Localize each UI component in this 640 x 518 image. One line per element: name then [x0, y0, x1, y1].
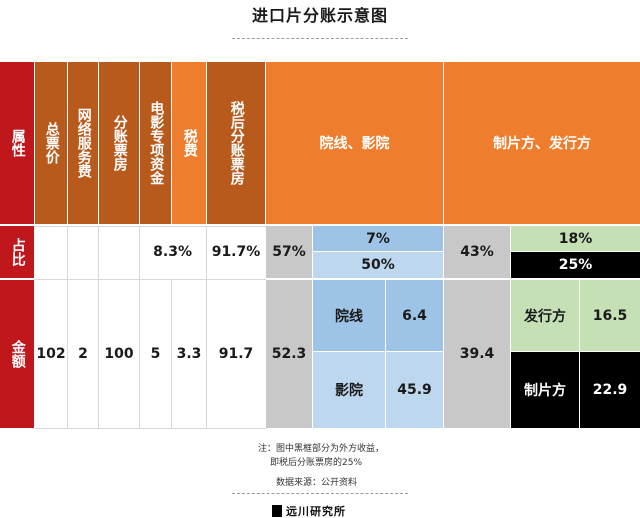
header-network-label: 网络服务费 [75, 108, 92, 178]
share-after-tax: 91.7% [211, 244, 261, 260]
header-split: 分账票房 [99, 62, 139, 224]
title-divider [232, 38, 408, 39]
note-line-1: 注：图中黑框部分为外方收益， [258, 444, 385, 454]
note-line-2: 即税后分账票房的25% [270, 458, 363, 468]
row-label-share-text: 占比 [9, 238, 26, 266]
amount-split: 100 [104, 346, 134, 362]
header-after-tax-label: 税后分账票房 [228, 101, 245, 185]
amount-producer: 39.4 [444, 280, 510, 428]
amount-distributor-value: 16.5 [580, 280, 640, 351]
amount-theater-value: 45.9 [386, 352, 443, 428]
grid-line [34, 279, 266, 280]
brand-logo: 远川研究所 [272, 504, 346, 518]
share-cinema-theater: 50% [313, 252, 443, 278]
row-label-share: 占比 [0, 226, 34, 278]
amount-maker-value: 22.9 [580, 352, 640, 428]
header-after-tax: 税后分账票房 [207, 62, 265, 224]
row-label-amount-text: 金额 [9, 340, 26, 368]
header-network: 网络服务费 [68, 62, 98, 224]
grid-line [139, 226, 140, 428]
amount-fund: 5 [150, 346, 161, 362]
share-cinema-chain: 7% [313, 226, 443, 251]
header-fund-label: 电影专项资金 [148, 101, 165, 185]
amount-distributor-label: 发行方 [511, 280, 579, 351]
logo-icon [272, 505, 282, 517]
amount-cinema: 52.3 [266, 280, 312, 428]
header-tax-label: 税费 [181, 129, 198, 157]
note-source: 数据来源：公开资料 [276, 478, 358, 488]
header-gross: 总票价 [35, 62, 67, 224]
share-cinema: 57% [266, 226, 312, 278]
share-producer: 43% [444, 226, 510, 278]
grid-line [206, 226, 207, 428]
header-split-label: 分账票房 [111, 115, 128, 171]
footer-divider [232, 493, 408, 494]
grid-line [98, 226, 99, 428]
header-gross-label: 总票价 [43, 122, 60, 164]
page-title: 进口片分账示意图 [251, 6, 388, 25]
amount-chain-label: 院线 [313, 280, 385, 351]
header-attribute-label: 属性 [9, 129, 26, 157]
amount-theater-label: 影院 [313, 352, 385, 428]
amount-maker-label: 制片方 [511, 352, 579, 428]
row-label-amount: 金额 [0, 280, 34, 428]
logo-text: 远川研究所 [286, 505, 346, 518]
share-distributor: 18% [511, 226, 640, 251]
share-maker: 25% [511, 252, 640, 278]
header-producer: 制片方、发行方 [444, 62, 640, 224]
amount-chain-value: 6.4 [386, 280, 443, 351]
header-fund: 电影专项资金 [140, 62, 171, 224]
amount-tax: 3.3 [176, 346, 202, 362]
grid-line [67, 226, 68, 428]
amount-network: 2 [78, 346, 88, 362]
header-tax: 税费 [172, 62, 206, 224]
grid-line [34, 226, 266, 227]
amount-gross: 102 [36, 346, 66, 362]
header-cinema: 院线、影院 [266, 62, 443, 224]
header-attribute: 属性 [0, 62, 34, 224]
grid-line [34, 428, 266, 429]
share-tax: 8.3% [153, 244, 192, 260]
amount-after-tax: 91.7 [218, 346, 254, 362]
grid-line [171, 280, 172, 428]
